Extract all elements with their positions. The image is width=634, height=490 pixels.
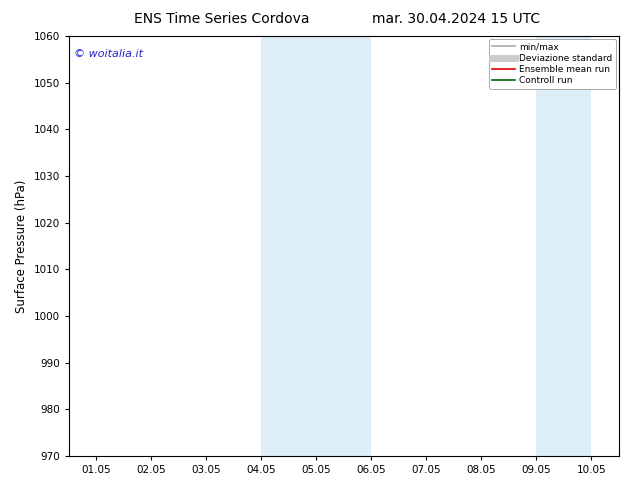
Text: mar. 30.04.2024 15 UTC: mar. 30.04.2024 15 UTC bbox=[372, 12, 541, 26]
Bar bbox=[261, 36, 372, 456]
Y-axis label: Surface Pressure (hPa): Surface Pressure (hPa) bbox=[15, 179, 28, 313]
Bar bbox=[536, 36, 592, 456]
Text: ENS Time Series Cordova: ENS Time Series Cordova bbox=[134, 12, 309, 26]
Text: © woitalia.it: © woitalia.it bbox=[74, 49, 143, 59]
Legend: min/max, Deviazione standard, Ensemble mean run, Controll run: min/max, Deviazione standard, Ensemble m… bbox=[489, 39, 616, 89]
